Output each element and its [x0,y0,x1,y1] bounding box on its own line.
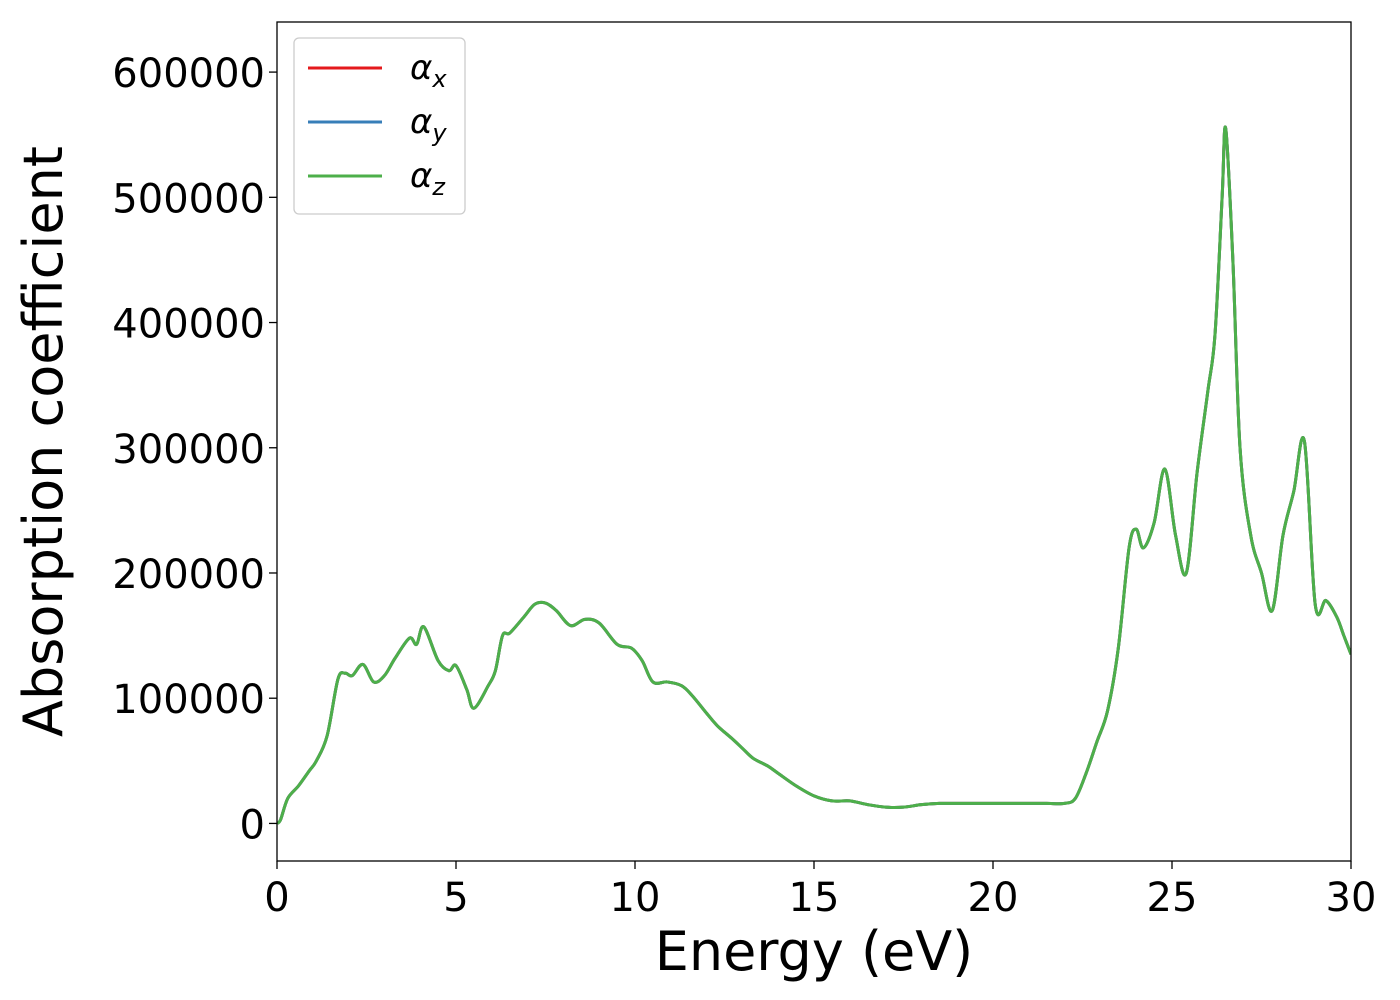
legend-label-alpha-x: αx [410,48,447,93]
y-axis-title: Absorption coefficient [12,146,75,737]
x-axis-title: Energy (eV) [655,920,974,983]
y-tick-label: 0 [240,802,265,848]
x-tick-label: 25 [1147,875,1198,921]
legend-label-symbol: α [410,102,432,142]
legend-label-symbol: α [410,48,432,88]
y-tick-label: 600000 [112,51,265,97]
y-tick-label: 200000 [112,552,265,598]
legend-label-alpha-z: αz [410,156,446,201]
x-tick-label: 20 [968,875,1019,921]
series-line-alpha-y [277,125,1351,825]
x-tick-label: 5 [443,875,468,921]
x-tick-label: 10 [610,875,661,921]
series-line-alpha-x [277,125,1351,825]
data-lines [277,125,1351,825]
x-tick-label: 0 [264,875,289,921]
x-axis-ticks: 0 5 10 15 20 25 30 [264,861,1376,921]
legend-box [293,37,466,215]
legend-label-alpha-y: αy [410,102,447,147]
legend-label-symbol: α [410,156,432,196]
x-tick-label: 30 [1326,875,1377,921]
legend-label-subscript: x [431,65,447,93]
y-axis-ticks: 0 100000 200000 300000 400000 500000 600000 [112,51,277,848]
legend-label-subscript: z [431,173,446,201]
y-tick-label: 500000 [112,176,265,222]
y-tick-label: 400000 [112,302,265,348]
y-tick-label: 100000 [112,677,265,723]
y-tick-label: 300000 [112,427,265,473]
legend-label-subscript: y [431,119,447,147]
x-tick-label: 15 [789,875,840,921]
series-line-alpha-z [277,125,1351,825]
